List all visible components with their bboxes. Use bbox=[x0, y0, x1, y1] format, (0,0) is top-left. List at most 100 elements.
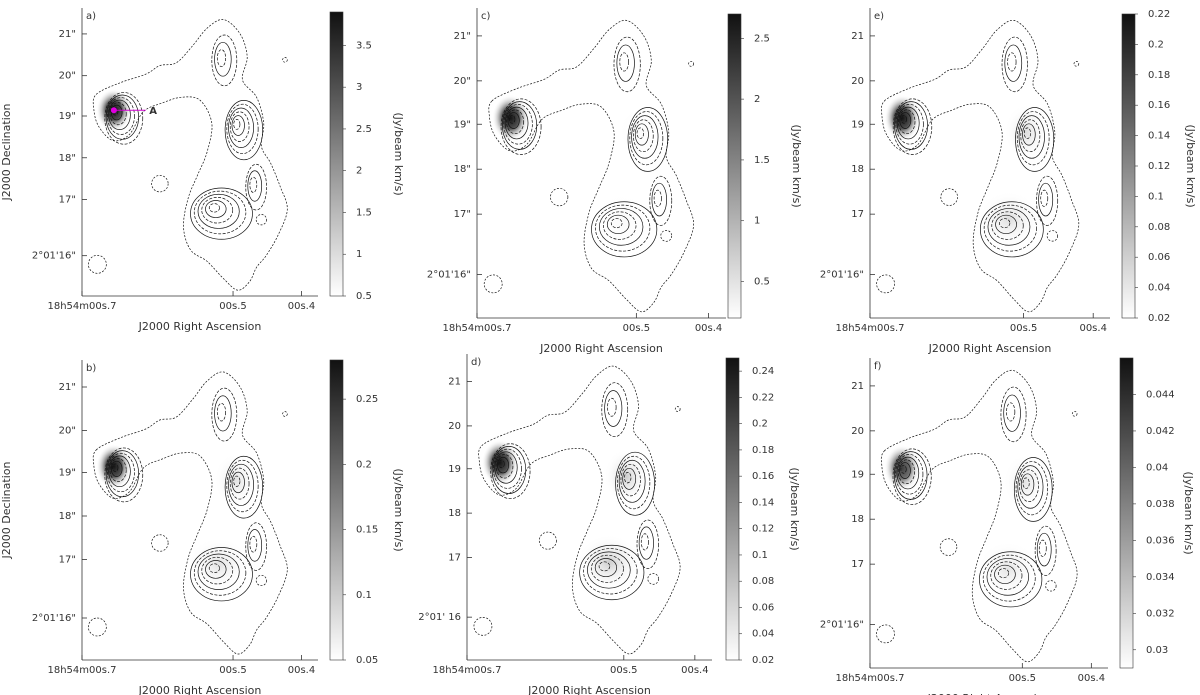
contour-level bbox=[211, 387, 238, 442]
secondary-emission bbox=[214, 97, 257, 150]
colorbar-tick-label: 0.1 bbox=[752, 550, 768, 561]
contour-level bbox=[1007, 52, 1017, 72]
beam-ellipse bbox=[87, 254, 107, 274]
contour-level bbox=[249, 535, 258, 553]
colorbar-label: (Jy/beam km/s) bbox=[788, 467, 801, 550]
secondary-emission bbox=[188, 177, 250, 230]
contour-level bbox=[900, 114, 907, 124]
contour-level bbox=[108, 455, 131, 488]
beam-ellipse bbox=[876, 624, 895, 644]
contour-small bbox=[688, 60, 694, 67]
colorbar-tick-label: 2 bbox=[356, 166, 362, 177]
colorbar-tick-label: 0.22 bbox=[752, 392, 774, 403]
contour-level bbox=[197, 553, 240, 590]
y-tick-label: 21" bbox=[454, 31, 471, 42]
contour-level bbox=[211, 34, 238, 87]
secondary-emission bbox=[616, 104, 662, 160]
peak-emission bbox=[884, 444, 920, 492]
y-tick-label: 2°01'16" bbox=[32, 613, 76, 624]
panel-b: 21" 20" 19" 18" 17" 2°01'16" 18h54m00s.7 00s.5 0… bbox=[0, 359, 405, 695]
colorbar-tick-label: 0.2 bbox=[752, 419, 768, 430]
contour-level bbox=[108, 99, 131, 130]
y-tick-label: 18" bbox=[454, 164, 471, 175]
contour-level bbox=[601, 382, 629, 438]
contour-level bbox=[997, 568, 1010, 579]
y-tick-label: 20 bbox=[851, 426, 864, 437]
contour-outer bbox=[92, 371, 288, 655]
contour-level bbox=[1019, 469, 1039, 503]
contour-level bbox=[995, 214, 1017, 234]
marker-dot bbox=[110, 107, 117, 114]
contour-level bbox=[229, 467, 250, 500]
contour-small bbox=[940, 188, 958, 206]
contour-outer bbox=[488, 19, 694, 313]
contour-level bbox=[1016, 111, 1050, 166]
contour-level bbox=[651, 182, 667, 217]
x-axis-label: J2000 Right Ascension bbox=[927, 692, 1051, 695]
y-tick-label: 19 bbox=[851, 469, 864, 480]
x-tick-label: 00s.5 bbox=[219, 665, 246, 676]
contour-small bbox=[1046, 230, 1059, 242]
contour-level bbox=[109, 458, 127, 483]
beam-ellipse bbox=[483, 274, 503, 294]
colorbar-tick-label: 0.03 bbox=[1146, 645, 1168, 656]
peak-emission bbox=[491, 94, 530, 142]
colorbar-tick-label: 0.04 bbox=[1148, 283, 1170, 294]
x-tick-label: 00s.4 bbox=[1079, 323, 1106, 334]
colorbar-tick-label: 1.5 bbox=[754, 155, 770, 166]
contour-level bbox=[1022, 123, 1036, 146]
contour-level bbox=[228, 107, 254, 148]
y-tick-label: 19" bbox=[59, 111, 76, 122]
contour-level bbox=[104, 92, 144, 145]
colorbar-tick-label: 0.032 bbox=[1146, 608, 1175, 619]
contour-level bbox=[583, 548, 638, 595]
colorbar bbox=[727, 13, 742, 319]
contour-level bbox=[1000, 386, 1027, 443]
colorbar-tick-label: 2.5 bbox=[754, 33, 770, 44]
contour-level bbox=[598, 561, 611, 572]
contour-level bbox=[193, 550, 247, 596]
contour-level bbox=[892, 98, 933, 155]
colorbar-tick-label: 0.16 bbox=[1148, 100, 1170, 111]
contour-level bbox=[1038, 182, 1054, 217]
contour-level bbox=[494, 451, 518, 484]
colorbar-tick-label: 1 bbox=[356, 249, 362, 260]
contour-level bbox=[987, 208, 1031, 246]
x-tick-label: 00s.5 bbox=[610, 665, 637, 676]
colorbar-tick-label: 0.14 bbox=[1148, 131, 1170, 142]
contour-level bbox=[214, 395, 232, 432]
beam-ellipse bbox=[876, 274, 895, 294]
panel-label: c) bbox=[481, 11, 490, 22]
contour-outer bbox=[881, 19, 1080, 313]
colorbar-tick-label: 0.034 bbox=[1146, 572, 1175, 583]
y-tick-label: 21 bbox=[851, 31, 864, 42]
contour-level bbox=[979, 201, 1044, 258]
contour-level bbox=[493, 448, 522, 489]
contour-level bbox=[497, 456, 509, 474]
x-tick-label: 00s.4 bbox=[1078, 673, 1105, 684]
x-tick-label: 18h54m00s.7 bbox=[432, 665, 501, 676]
contour-level bbox=[1018, 115, 1045, 159]
colorbar-tick-label: 0.02 bbox=[1148, 313, 1170, 324]
contour-small bbox=[151, 534, 169, 552]
contour-level bbox=[624, 472, 632, 484]
y-axis-label: J2000 Declination bbox=[0, 104, 13, 202]
secondary-emission bbox=[188, 537, 250, 591]
contour-level bbox=[233, 475, 241, 487]
contour-level bbox=[107, 452, 135, 493]
contour-level bbox=[247, 529, 263, 562]
contour-level bbox=[491, 446, 527, 494]
contour-level bbox=[631, 115, 659, 159]
contour-level bbox=[233, 119, 241, 130]
x-axis-label: J2000 Right Ascension bbox=[928, 342, 1052, 355]
contour-level bbox=[899, 112, 912, 129]
contour-level bbox=[1038, 539, 1047, 557]
y-tick-label: 20" bbox=[454, 76, 471, 87]
contour-level bbox=[636, 519, 659, 569]
y-tick-label: 18 bbox=[851, 164, 864, 175]
colorbar-tick-label: 0.05 bbox=[356, 655, 378, 666]
y-tick-label: 2°01'16" bbox=[427, 270, 471, 281]
contour-level bbox=[205, 200, 227, 218]
y-tick-label: 17" bbox=[59, 195, 76, 206]
contour-level bbox=[503, 104, 533, 145]
